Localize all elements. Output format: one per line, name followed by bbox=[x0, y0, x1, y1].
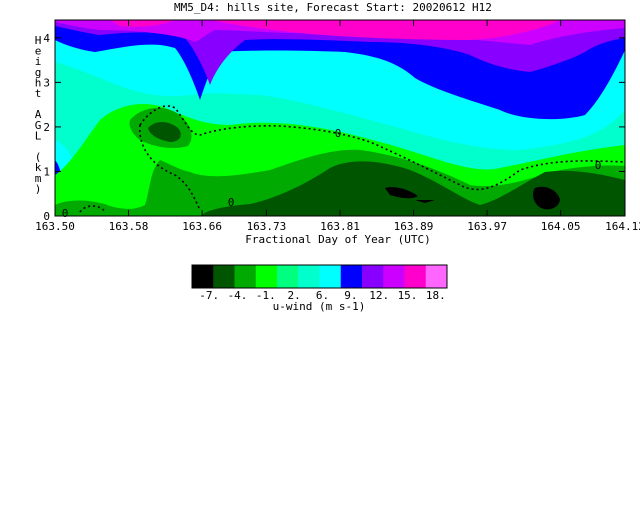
colorbar-swatch bbox=[383, 265, 405, 288]
x-tick-label: 164.12 bbox=[605, 220, 640, 233]
colorbar-tick-label: 2. bbox=[288, 289, 301, 302]
band-pink-upper-small bbox=[110, 20, 175, 27]
band-black-c bbox=[415, 200, 435, 203]
y-axis-label-char: G bbox=[35, 119, 42, 132]
colorbar-swatch bbox=[234, 265, 257, 288]
colorbar-tick-label: -1. bbox=[256, 289, 276, 302]
contour-label: 0 bbox=[335, 127, 342, 140]
colorbar-swatch bbox=[298, 265, 320, 288]
y-axis-label-char: ) bbox=[35, 182, 42, 195]
band-pink-upper bbox=[210, 20, 560, 40]
colorbar-swatch bbox=[425, 265, 448, 288]
x-tick-label: 163.97 bbox=[467, 220, 507, 233]
colorbar-tick-label: -4. bbox=[228, 289, 248, 302]
y-tick-label: 2 bbox=[43, 121, 50, 134]
colorbar-frame bbox=[191, 264, 448, 289]
colorbar-swatch bbox=[404, 265, 427, 288]
colorbar-swatch bbox=[362, 265, 384, 288]
zero-contour-left bbox=[139, 124, 201, 211]
colorbar-title: u-wind (m s-1) bbox=[273, 300, 366, 313]
colorbar-tick-label: 6. bbox=[316, 289, 329, 302]
y-axis-label-char: g bbox=[35, 66, 42, 79]
x-tick-label: 163.66 bbox=[182, 220, 222, 233]
y-axis-label-char: H bbox=[35, 34, 42, 47]
x-tick-label: 163.50 bbox=[35, 220, 75, 233]
x-tick-label: 163.89 bbox=[394, 220, 434, 233]
zero-contour bbox=[139, 105, 625, 191]
y-axis-label-char: ( bbox=[35, 151, 42, 164]
colorbar-tick-label: 18. bbox=[426, 289, 446, 302]
x-axis-label: Fractional Day of Year (UTC) bbox=[245, 233, 430, 246]
zero-contour-small bbox=[79, 205, 106, 213]
y-axis-label-char: t bbox=[35, 87, 42, 100]
x-tick-label: 163.58 bbox=[109, 220, 149, 233]
contour-label: 0 bbox=[228, 196, 235, 209]
colorbar-swatch bbox=[277, 265, 299, 288]
colorbar-swatch bbox=[340, 265, 363, 288]
x-tick-label: 164.05 bbox=[541, 220, 581, 233]
contour-label: 0 bbox=[62, 207, 69, 220]
y-axis-label-char: e bbox=[35, 45, 42, 58]
y-tick-label: 4 bbox=[43, 32, 50, 45]
colorbar-tick-label: -7. bbox=[199, 289, 219, 302]
colorbar-tick-label: 9. bbox=[344, 289, 357, 302]
y-axis-label-char: m bbox=[35, 172, 42, 185]
x-tick-label: 163.81 bbox=[320, 220, 360, 233]
contour-label: 0 bbox=[595, 159, 602, 172]
y-axis-label-char: L bbox=[35, 129, 42, 142]
colorbar-swatch bbox=[213, 265, 235, 288]
colorbar-swatch bbox=[192, 265, 214, 288]
colorbar-swatch bbox=[255, 265, 278, 288]
colorbar: -7. -4. -1. 2. 6. 9. 12. 15. 18. bbox=[191, 264, 448, 302]
y-axis: 0 1 2 3 4 bbox=[43, 32, 625, 223]
colorbar-swatch bbox=[319, 265, 342, 288]
band-darkgreen bbox=[200, 161, 625, 216]
chart-title: MM5_D4: hills site, Forecast Start: 2002… bbox=[174, 1, 492, 14]
band-black-a bbox=[385, 187, 418, 199]
y-axis-label-char: i bbox=[35, 55, 42, 68]
y-tick-label: 1 bbox=[43, 165, 50, 178]
contour-field bbox=[55, 20, 625, 216]
y-axis-label-char: A bbox=[35, 108, 42, 121]
colorbar-tick-label: 15. bbox=[398, 289, 418, 302]
colorbar-tick-label: 12. bbox=[369, 289, 389, 302]
y-axis-label-char: h bbox=[35, 76, 42, 89]
x-axis: 163.50 163.58 163.66 163.73 163.81 163.89 163.… bbox=[35, 20, 640, 233]
band-darkgreen-hill bbox=[148, 122, 181, 142]
y-tick-label: 0 bbox=[43, 210, 50, 223]
y-tick-label: 3 bbox=[43, 76, 50, 89]
band-black-b bbox=[533, 186, 560, 210]
y-axis-label-char: k bbox=[35, 161, 42, 174]
x-tick-label: 163.73 bbox=[247, 220, 287, 233]
